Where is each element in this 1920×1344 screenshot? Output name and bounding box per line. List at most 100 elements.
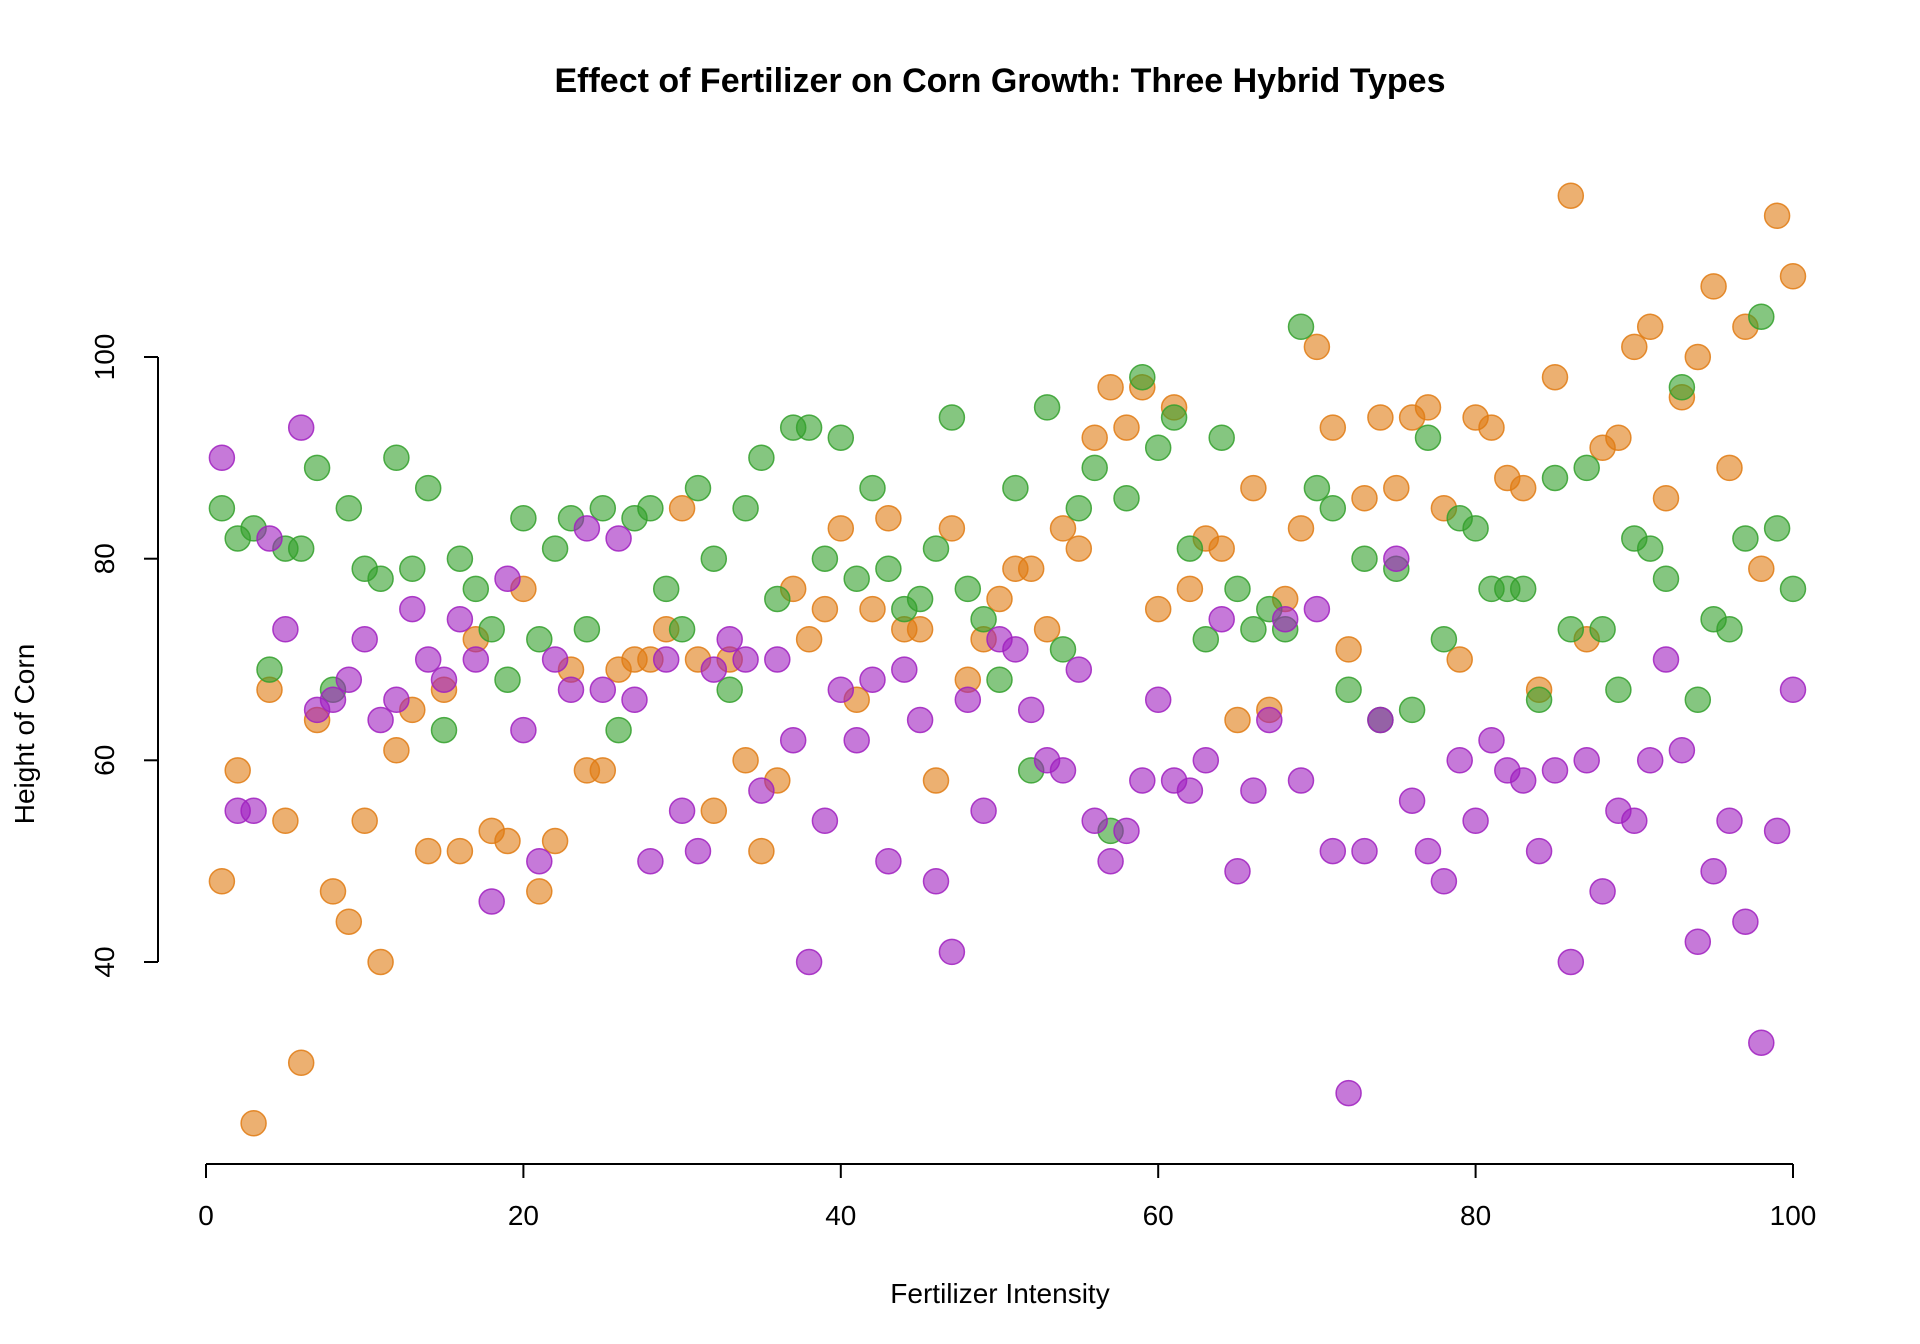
data-point: [1732, 525, 1759, 552]
data-point: [922, 767, 950, 794]
data-point: [1081, 807, 1108, 835]
data-point: [1049, 515, 1077, 542]
data-point: [1129, 767, 1156, 794]
data-point: [1176, 575, 1204, 603]
data-point: [557, 676, 585, 704]
data-point: [1779, 575, 1807, 603]
data-point: [1017, 696, 1045, 724]
data-point: [1192, 747, 1220, 774]
data-point: [478, 888, 505, 915]
data-point: [1636, 747, 1664, 774]
data-point: [1763, 202, 1791, 230]
data-point: [208, 495, 236, 522]
data-point: [779, 726, 807, 754]
data-point: [1017, 555, 1045, 583]
data-point: [605, 525, 632, 552]
data-point: [319, 878, 347, 905]
data-point: [573, 616, 601, 643]
data-point: [256, 656, 283, 683]
data-point: [1779, 676, 1807, 704]
data-point: [589, 676, 617, 704]
data-point: [1779, 263, 1807, 290]
data-point: [478, 616, 505, 643]
data-point: [1113, 817, 1140, 845]
data-point: [795, 626, 823, 653]
data-point: [1700, 273, 1727, 300]
data-point: [1478, 726, 1505, 754]
data-point: [414, 837, 442, 865]
data-point: [1097, 847, 1124, 875]
data-point: [1478, 414, 1505, 441]
data-point: [1192, 626, 1220, 653]
data-point: [1716, 454, 1743, 482]
data-point: [954, 575, 982, 603]
data-point: [684, 474, 712, 502]
data-point: [764, 646, 791, 673]
data-point: [399, 555, 426, 583]
data-point: [335, 666, 363, 693]
data-point: [383, 444, 410, 472]
data-point: [906, 616, 934, 643]
data-point: [224, 757, 251, 784]
data-point: [811, 595, 839, 623]
data-point: [1748, 1029, 1775, 1056]
data-point: [938, 515, 966, 542]
data-point: [811, 545, 839, 572]
data-point: [319, 686, 347, 714]
data-point: [1002, 636, 1029, 663]
data-point: [1398, 696, 1426, 724]
data-point: [891, 656, 918, 683]
data-point: [1335, 676, 1362, 704]
data-point: [1763, 817, 1791, 845]
data-point: [1430, 626, 1458, 653]
data-point: [1287, 767, 1315, 794]
data-point: [541, 646, 569, 673]
data-point: [272, 807, 299, 835]
data-point: [1605, 424, 1632, 451]
data-point: [272, 616, 299, 643]
data-point: [1208, 424, 1235, 451]
data-point: [1525, 837, 1553, 865]
data-point: [1129, 363, 1156, 391]
data-point: [668, 495, 696, 522]
data-point: [1430, 868, 1458, 895]
data-point: [1684, 928, 1712, 956]
data-point: [1446, 646, 1473, 673]
y-axis: 40 60 80 100: [89, 334, 159, 978]
data-point: [986, 585, 1013, 613]
data-point: [700, 656, 728, 683]
data-point: [1589, 616, 1616, 643]
data-point: [1224, 706, 1251, 734]
data-point: [1287, 515, 1315, 542]
data-point: [1176, 777, 1204, 804]
chart-title: Effect of Fertilizer on Corn Growth: Thr…: [554, 62, 1445, 100]
data-point: [287, 414, 315, 441]
data-point: [1144, 595, 1172, 623]
data-point: [351, 626, 378, 653]
data-point: [986, 666, 1013, 693]
data-point: [1748, 555, 1775, 583]
data-point: [1271, 605, 1299, 633]
data-point: [1144, 434, 1172, 462]
data-point: [573, 515, 601, 542]
data-point: [240, 797, 267, 825]
data-point: [716, 626, 743, 653]
data-point: [1351, 837, 1378, 865]
data-point: [1557, 182, 1585, 209]
data-point: [541, 535, 569, 562]
data-point: [1367, 404, 1394, 431]
data-point: [827, 515, 855, 542]
data-point: [764, 585, 791, 613]
data-point: [383, 686, 410, 714]
data-point: [1303, 474, 1331, 502]
data-point: [970, 797, 997, 825]
data-point: [1605, 676, 1632, 704]
data-point: [446, 837, 474, 865]
data-point: [303, 454, 331, 482]
data-point: [827, 424, 855, 451]
data-point: [1303, 333, 1331, 361]
data-point: [716, 676, 743, 704]
data-point: [541, 827, 569, 855]
data-point: [1033, 394, 1061, 421]
